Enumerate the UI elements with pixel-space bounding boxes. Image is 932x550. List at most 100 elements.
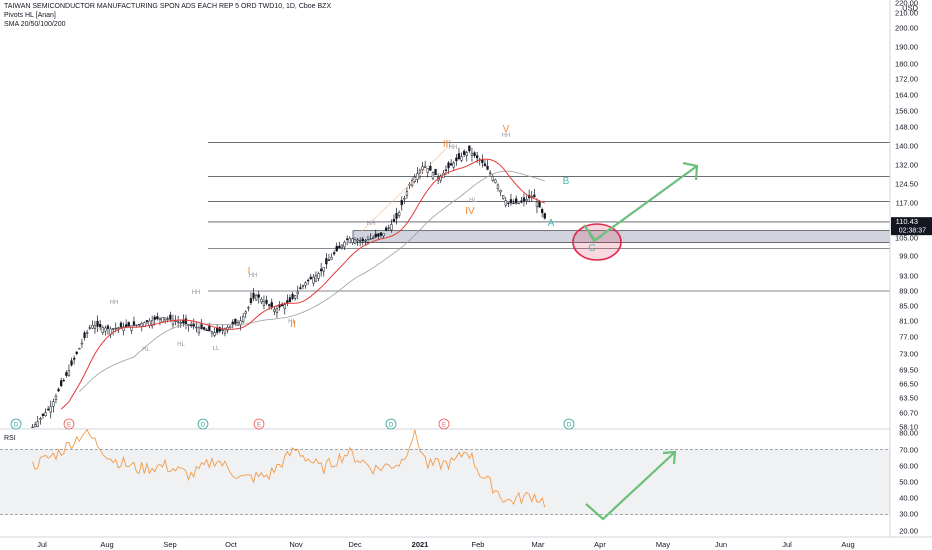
candle-115 bbox=[330, 253, 333, 260]
candle-116 bbox=[333, 250, 336, 256]
wave-label-II: II bbox=[290, 319, 296, 330]
candle-body bbox=[486, 165, 489, 170]
candle-body bbox=[476, 155, 479, 159]
event-marker-e-1[interactable]: E bbox=[63, 418, 75, 430]
candle-body bbox=[325, 258, 328, 265]
candle-body bbox=[52, 401, 55, 407]
event-circle bbox=[385, 418, 397, 430]
candle-body bbox=[210, 331, 214, 334]
candle-body bbox=[36, 421, 39, 427]
candle-body bbox=[114, 327, 117, 330]
candle-body bbox=[455, 157, 458, 162]
candle-112 bbox=[322, 267, 325, 277]
time-axis[interactable]: Jul Aug Sep Oct Nov Dec 2021 Feb Mar Apr May Jun Jul… bbox=[0, 536, 932, 549]
candle-26 bbox=[99, 320, 102, 331]
candle-body bbox=[96, 320, 99, 327]
target-circle bbox=[572, 223, 622, 261]
candle-186 bbox=[515, 195, 518, 205]
rsi-label[interactable]: RSI bbox=[4, 435, 16, 442]
price-tick-15: 93.00 bbox=[899, 272, 918, 281]
candle-body bbox=[470, 153, 474, 156]
candle-body bbox=[106, 325, 110, 329]
candle-body bbox=[333, 252, 336, 255]
candle-21 bbox=[86, 329, 89, 339]
rsi-tick-1: 70.00 bbox=[899, 446, 918, 455]
price-tick-5: 172.00 bbox=[895, 75, 918, 84]
rsi-line bbox=[32, 428, 546, 508]
indicator-sma-label[interactable]: SMA 20/50/100/200 bbox=[4, 21, 66, 28]
candle-body bbox=[457, 153, 461, 160]
wave-label-IV: IV bbox=[465, 206, 475, 217]
time-label-0: Jul bbox=[37, 540, 47, 549]
candle-140 bbox=[395, 207, 398, 225]
time-label-2: Sep bbox=[163, 540, 176, 549]
candle-body bbox=[538, 201, 541, 208]
pivot-label-hl-1: HL bbox=[142, 347, 150, 353]
price-tick-4: 180.00 bbox=[895, 60, 918, 69]
time-label-4: Nov bbox=[289, 540, 303, 549]
candle-3 bbox=[39, 416, 42, 425]
event-marker-d-2[interactable]: D bbox=[197, 418, 209, 430]
candle-136 bbox=[385, 226, 388, 231]
candle-body bbox=[67, 370, 71, 376]
price-tick-3: 190.00 bbox=[895, 43, 918, 52]
candle-70 bbox=[213, 327, 216, 338]
candle-169 bbox=[470, 147, 474, 162]
candle-body bbox=[145, 320, 149, 323]
candle-body bbox=[262, 301, 266, 306]
candle-19 bbox=[80, 338, 84, 349]
candle-body bbox=[418, 169, 422, 174]
candle-body bbox=[99, 323, 102, 328]
candle-56 bbox=[177, 315, 180, 328]
candle-body bbox=[489, 172, 492, 174]
wave-label-C: C bbox=[588, 243, 595, 254]
candle-131 bbox=[372, 235, 375, 240]
event-marker-d-0[interactable]: D bbox=[10, 418, 22, 430]
candle-6 bbox=[47, 405, 50, 411]
price-pane[interactable] bbox=[31, 142, 891, 429]
candle-94 bbox=[275, 306, 279, 318]
indicator-pivots-label[interactable]: Pivots HL [Anan] bbox=[4, 12, 56, 19]
candle-100 bbox=[291, 291, 294, 301]
event-marker-e-3[interactable]: E bbox=[253, 418, 265, 430]
candle-117 bbox=[335, 242, 338, 252]
candle-132 bbox=[374, 229, 377, 239]
candle-body bbox=[291, 293, 294, 299]
wave-label-V: V bbox=[503, 124, 510, 135]
candle-187 bbox=[517, 202, 520, 205]
pivot-label-hh-7: HH bbox=[449, 145, 458, 151]
candle-13 bbox=[65, 370, 68, 378]
price-tick-20: 73.00 bbox=[899, 350, 918, 359]
rsi-pane[interactable] bbox=[0, 428, 890, 516]
candle-body bbox=[73, 357, 76, 360]
rsi-band bbox=[0, 449, 890, 515]
sma-slow-line bbox=[79, 170, 545, 392]
candle-body bbox=[382, 233, 385, 237]
candle-155 bbox=[434, 168, 437, 176]
event-marker-e-5[interactable]: E bbox=[438, 418, 450, 430]
candle-body bbox=[343, 241, 346, 248]
event-marker-d-6[interactable]: D bbox=[563, 418, 575, 430]
candle-185 bbox=[512, 199, 515, 205]
rsi-tick-6: 20.00 bbox=[899, 527, 918, 536]
candle-137 bbox=[387, 224, 390, 232]
candle-body bbox=[426, 168, 429, 173]
last-price-badge bbox=[891, 217, 932, 236]
candle-body bbox=[353, 239, 357, 244]
candle-body bbox=[226, 327, 229, 331]
candle-body bbox=[119, 322, 123, 328]
time-label-11: Jun bbox=[715, 540, 727, 549]
candle-103 bbox=[299, 283, 302, 290]
candle-168 bbox=[468, 145, 471, 154]
event-marker-d-4[interactable]: D bbox=[385, 418, 397, 430]
pivot-label-hl-2: HL bbox=[177, 342, 185, 348]
candle-body bbox=[502, 195, 505, 200]
time-label-12: Jul bbox=[782, 540, 792, 549]
candle-body bbox=[346, 238, 349, 240]
candle-body bbox=[522, 197, 526, 202]
candle-body bbox=[60, 380, 63, 387]
pivot-label-hh-8: HH bbox=[502, 133, 511, 139]
